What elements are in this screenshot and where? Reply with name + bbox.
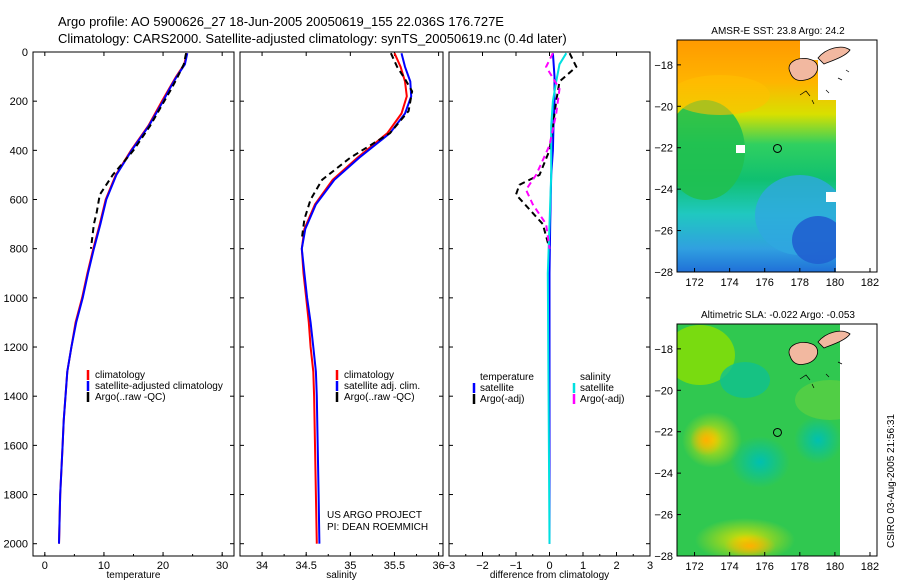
sla-map-islands [788,330,851,389]
salinity-series-2-line [300,52,414,239]
temperature-ytick-label: 200 [10,96,28,108]
temperature-ytick-label: 800 [10,244,28,256]
salinity-xtick-label: 36 [432,560,444,572]
difference-series-3-line [524,52,561,249]
difference-xtick-label: 0 [546,560,552,572]
sla_map-xtick-label: 176 [756,561,774,573]
temperature-ytick-label: 1600 [4,440,28,452]
salinity-xlabel: salinity [326,570,357,580]
salinity-frame [239,51,444,557]
difference-xlabel: difference from climatology [490,570,609,580]
sst_map-ytick-label: −26 [654,226,673,238]
temperature-legend-label: satellite-adjusted climatology [95,381,223,392]
difference-series-1-line [514,52,578,249]
sla-map-field [677,324,877,556]
difference-xtick-label: −3 [443,560,456,572]
difference-legend-salinity-title: salinity [580,372,611,383]
temperature-xtick-label: 20 [157,560,169,572]
salinity-xtick-label: 35 [344,560,356,572]
sst_map-xtick-label: 174 [720,277,738,289]
difference-legend-label: satellite [480,383,514,394]
sst-map-field [677,40,877,272]
difference-series-2-line [546,52,568,544]
sla-map-frame [676,323,878,557]
temperature-xtick-label: 30 [216,560,228,572]
salinity-xtick-label: 34.5 [295,560,316,572]
difference-legend-label: satellite [580,383,614,394]
temperature-ytick-label: 0 [22,47,28,59]
sla-map-title: Altimetric SLA: -0.022 Argo: -0.053 [701,310,855,321]
sla_map-ytick-label: −28 [654,551,673,563]
difference-xtick-label: −1 [510,560,523,572]
salinity-legend-label: climatology [344,370,394,381]
sla_map-xtick-label: 180 [826,561,844,573]
sst-map-islands [788,46,851,105]
sla_map-ytick-label: −26 [654,510,673,522]
credit-line2: PI: DEAN ROEMMICH [327,522,428,533]
difference-xtick-label: −2 [476,560,489,572]
difference-profile-panel: −3 −2 −1 0 1 2 3 difference from climatology tem… [443,51,653,580]
temperature-ytick-label: 1000 [4,293,28,305]
difference-xtick-label: 1 [580,560,586,572]
sst_map-ytick-label: −28 [654,267,673,279]
difference-legend-label: Argo(-adj) [480,394,524,405]
sla_map-ytick-label: −20 [654,385,673,397]
temperature-legend-label: Argo(..raw -QC) [95,392,166,403]
difference-series-0-line [548,53,556,544]
sla-float-marker [772,427,782,437]
difference-xtick-label: 2 [613,560,619,572]
temperature-frame [32,51,235,557]
temperature-ytick-label: 400 [10,145,28,157]
salinity-legend-label: Argo(..raw -QC) [344,392,415,403]
sla_map-xtick-label: 172 [685,561,703,573]
sst_map-xtick-label: 172 [685,277,703,289]
sst-map-frame [676,39,878,273]
sst_map-ytick-label: −18 [654,60,673,72]
temperature-series-1-line [58,52,189,544]
sla_map-xtick-label: 178 [791,561,809,573]
temperature-profile-panel: 0 10 20 30 temperature 0 200 400 600 800 1000 1200 1… [4,47,235,580]
sst_map-xtick-label: 176 [756,277,774,289]
sst-map-title: AMSR-E SST: 23.8 Argo: 24.2 [711,26,845,37]
sst_map-xtick-label: 180 [826,277,844,289]
salinity-legend-label: satellite adj. clim. [344,381,420,392]
credit-line1: US ARGO PROJECT [327,510,422,521]
temperature-xtick-label: 0 [42,560,48,572]
figure-title-line1: Argo profile: AO 5900626_27 18-Jun-2005 … [58,14,504,29]
sst-float-marker [772,143,782,153]
difference-legend-temperature-title: temperature [480,372,534,383]
sst_map-xtick-label: 182 [861,277,879,289]
temperature-series-0-line [58,52,188,544]
temperature-ytick-label: 1800 [4,490,28,502]
temperature-ytick-label: 2000 [4,539,28,551]
sla_map-xtick-label: 174 [720,561,738,573]
temperature-ytick-label: 1400 [4,391,28,403]
sst_map-ytick-label: −20 [654,101,673,113]
sla-map-panel: Altimetric SLA: -0.022 Argo: -0.053 172 1… [654,310,879,573]
temperature-series-2-line [89,52,188,249]
sst_map-ytick-label: −24 [654,184,673,196]
sst-map-panel: AMSR-E SST: 23.8 Argo: 24.2 172 174 176 178… [654,26,879,289]
temperature-ytick-label: 600 [10,195,28,207]
sst_map-ytick-label: −22 [654,143,673,155]
sst_map-xtick-label: 178 [791,277,809,289]
salinity-profile-panel: 34 34.5 35 35.5 36 salinity climatologysatelli… [239,51,445,580]
sla_map-xtick-label: 182 [861,561,879,573]
sla_map-ytick-label: −24 [654,468,673,480]
salinity-xtick-label: 34 [256,560,268,572]
temperature-xtick-label: 10 [98,560,110,572]
temperature-ytick-label: 1200 [4,342,28,354]
sla_map-ytick-label: −22 [654,427,673,439]
figure-title-line2: Climatology: CARS2000. Satellite-adjuste… [58,31,567,46]
difference-xtick-label: 3 [647,560,653,572]
temperature-xlabel: temperature [107,570,161,580]
difference-legend-label: Argo(-adj) [580,394,624,405]
side-timestamp: CSIRO 03-Aug-2005 21:56:31 [886,414,897,548]
salinity-xtick-label: 35.5 [384,560,405,572]
temperature-legend-label: climatology [95,370,145,381]
sla_map-ytick-label: −18 [654,344,673,356]
